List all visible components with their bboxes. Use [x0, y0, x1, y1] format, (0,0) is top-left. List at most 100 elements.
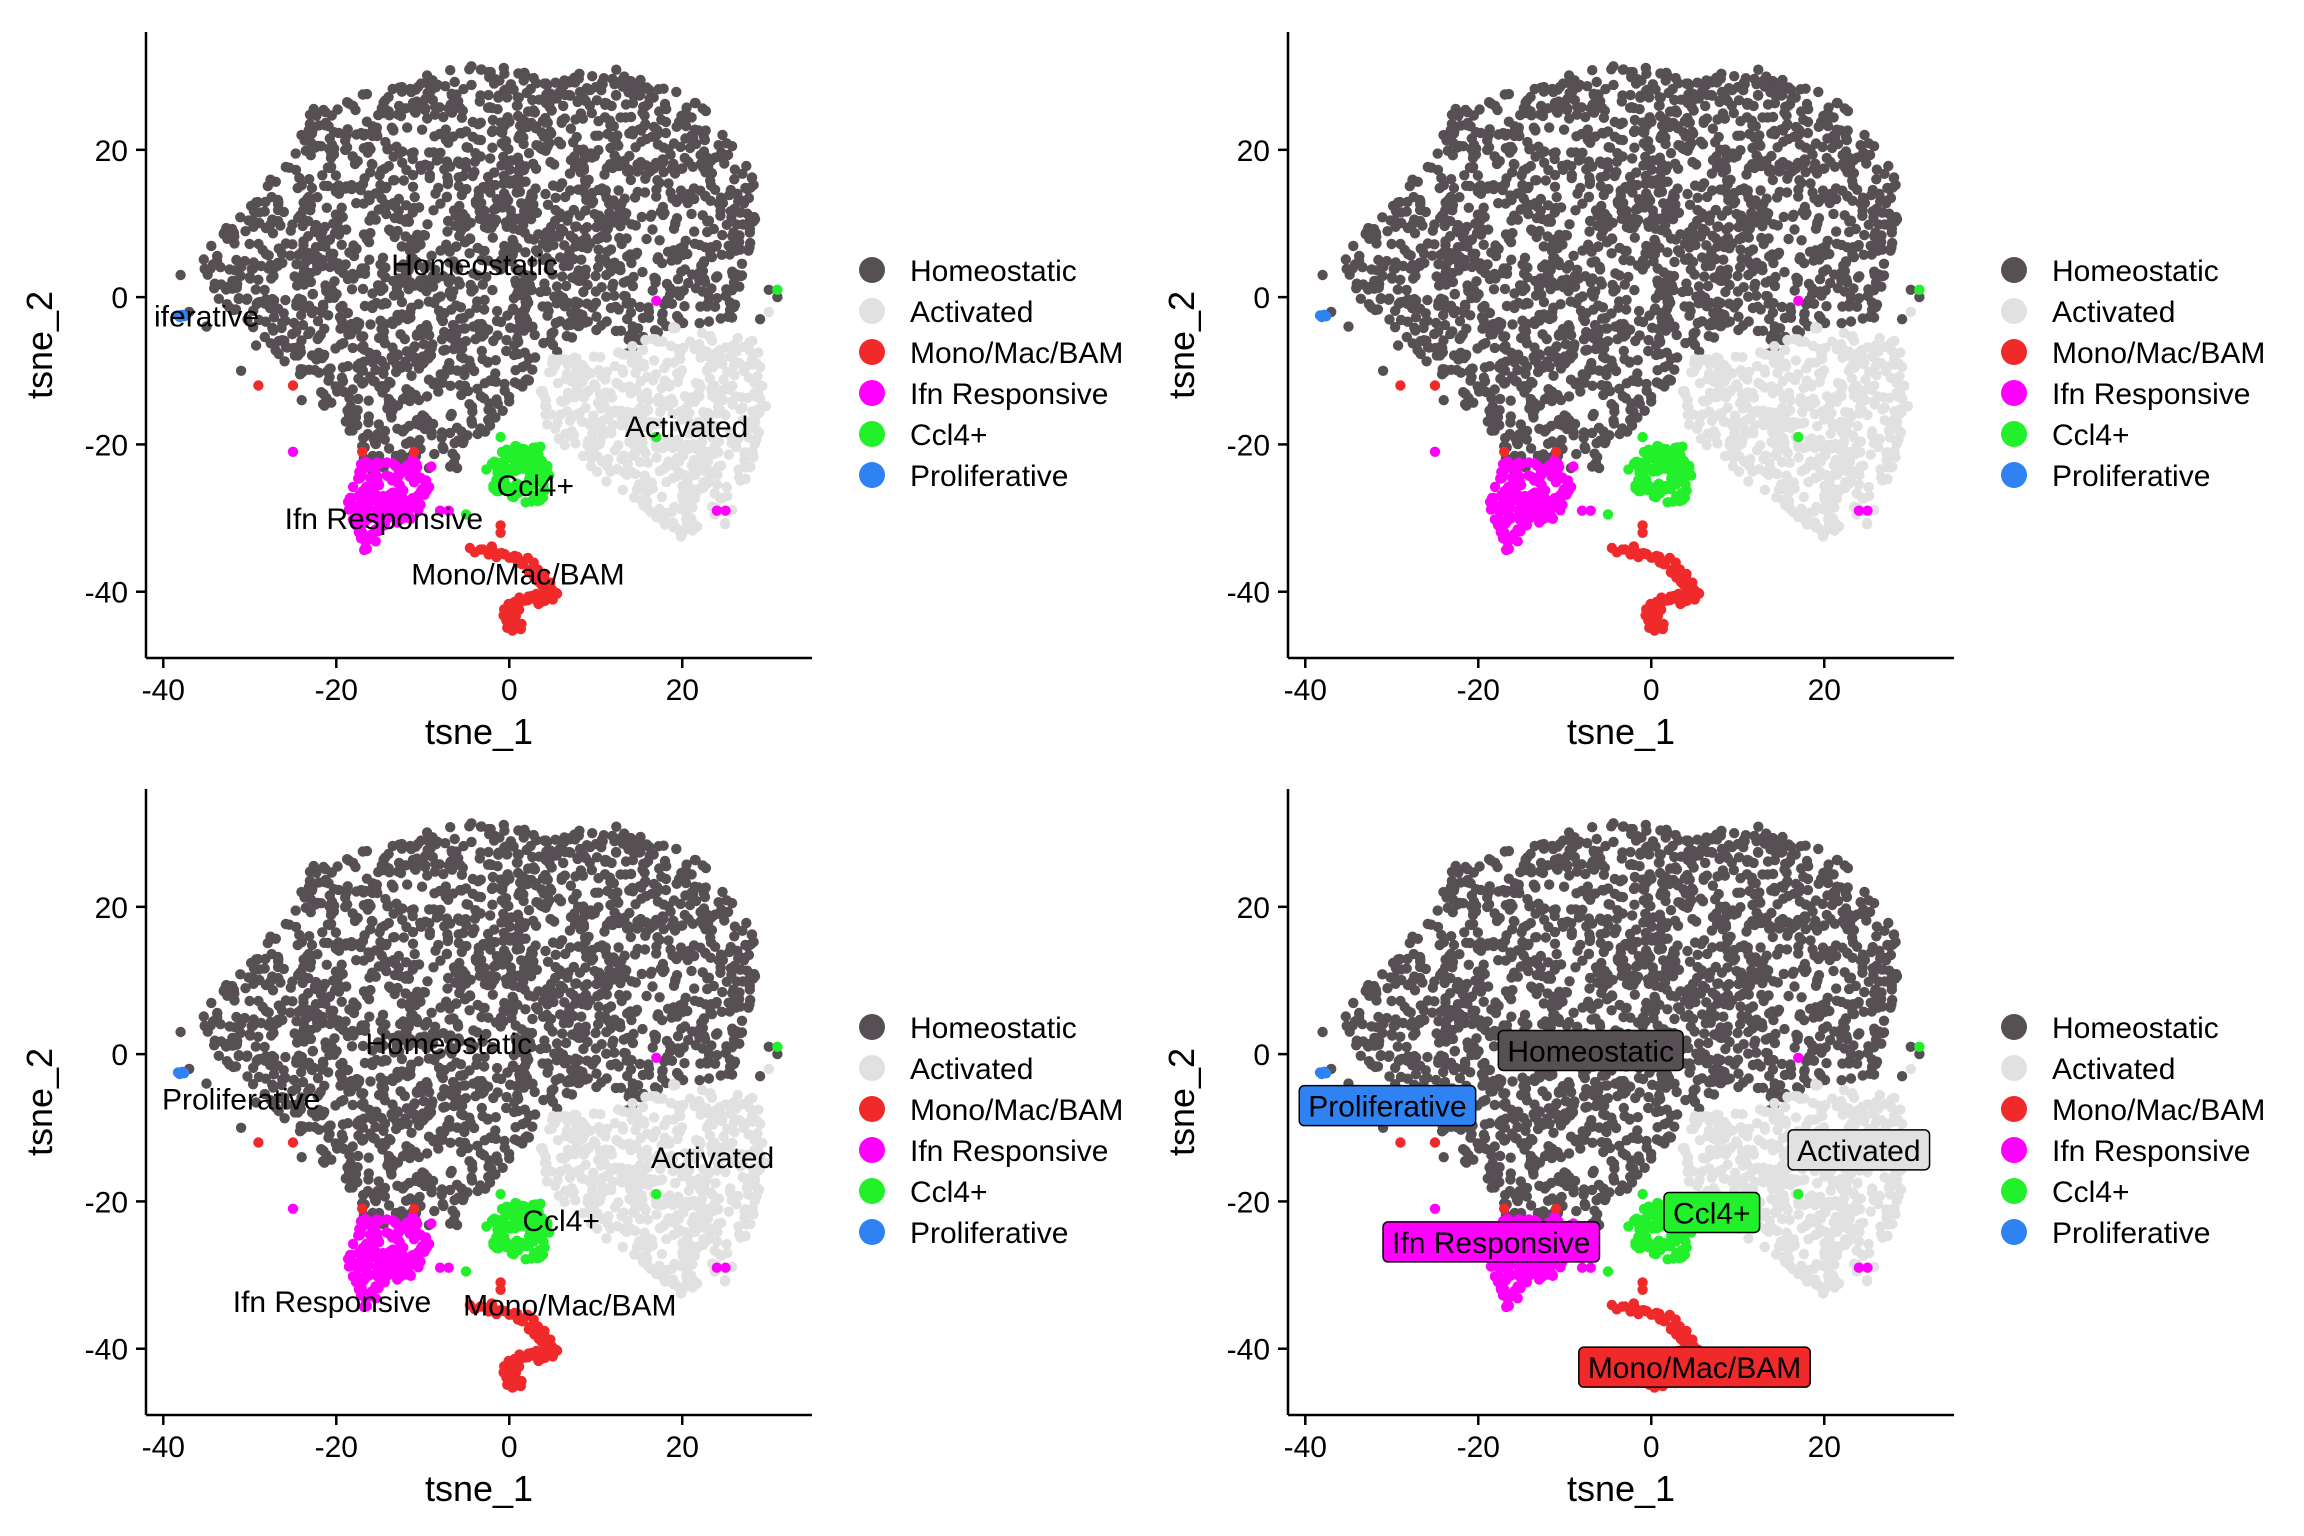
point-activated [747, 353, 758, 365]
point-homeostatic [609, 257, 620, 268]
point-homeostatic [280, 238, 292, 249]
point-homeostatic [1534, 423, 1545, 434]
point-homeostatic [1534, 109, 1546, 120]
point-homeostatic [1663, 360, 1674, 371]
point-homeostatic [293, 293, 304, 304]
point-homeostatic [1803, 278, 1815, 290]
point-homeostatic [1629, 114, 1641, 126]
point-homeostatic [719, 158, 730, 169]
point-activated [630, 383, 642, 394]
point-homeostatic [319, 180, 330, 191]
point-homeostatic [1755, 185, 1766, 196]
point-homeostatic [1828, 208, 1839, 220]
point-homeostatic [596, 215, 608, 227]
point-homeostatic [263, 250, 274, 261]
point-homeostatic [1460, 351, 1471, 362]
point-homeostatic [637, 266, 648, 278]
point-activated [743, 372, 754, 383]
point-homeostatic [1821, 152, 1833, 164]
point-homeostatic [293, 212, 304, 224]
point-homeostatic [671, 121, 682, 132]
point-homeostatic [343, 409, 355, 421]
point-mono-mac-bam [495, 527, 506, 538]
point-homeostatic [580, 264, 591, 275]
point-homeostatic [1523, 298, 1534, 309]
point-homeostatic [1588, 88, 1599, 100]
point-homeostatic [326, 397, 337, 408]
point-activated [638, 499, 649, 511]
point-homeostatic [430, 188, 441, 199]
point-homeostatic [590, 286, 602, 297]
point-homeostatic [1448, 182, 1460, 194]
tsne-panel-top-right: -40 -20 0 20200-20-40tsne_1tsne_2Homeostati… [1161, 32, 2265, 752]
point-homeostatic [417, 351, 429, 362]
point-homeostatic [1752, 325, 1764, 337]
point-homeostatic [348, 250, 360, 262]
point-homeostatic [733, 196, 744, 207]
point-homeostatic [377, 252, 389, 263]
point-homeostatic [1752, 301, 1763, 312]
point-homeostatic [345, 329, 356, 340]
point-activated [740, 473, 751, 485]
point-homeostatic [1550, 147, 1561, 158]
point-homeostatic [701, 301, 713, 312]
point-homeostatic [429, 448, 440, 460]
point-homeostatic [652, 139, 664, 150]
point-homeostatic [388, 151, 399, 162]
point-homeostatic [421, 70, 433, 81]
point-activated [669, 501, 680, 513]
point-homeostatic [633, 78, 644, 90]
point-homeostatic [392, 423, 403, 434]
point-homeostatic [660, 116, 672, 128]
point-homeostatic [529, 329, 540, 341]
point-homeostatic [1775, 78, 1787, 90]
point-homeostatic [279, 356, 290, 367]
point-homeostatic [706, 155, 717, 166]
point-homeostatic [374, 381, 385, 393]
point-homeostatic [665, 187, 676, 198]
point-activated [552, 378, 564, 389]
point-activated [617, 484, 628, 496]
point-homeostatic [1728, 198, 1739, 209]
point-homeostatic [1777, 89, 1788, 101]
point-homeostatic [266, 191, 277, 203]
point-homeostatic [1769, 129, 1781, 140]
point-homeostatic [428, 205, 439, 216]
point-homeostatic [1355, 293, 1367, 304]
legend-key-mono-mac-bam [859, 339, 885, 365]
point-homeostatic [558, 261, 569, 272]
point-homeostatic [1747, 119, 1758, 131]
point-ifn-responsive [371, 489, 382, 501]
point-homeostatic [1632, 202, 1644, 213]
point-homeostatic [381, 298, 392, 309]
x-tick-label: -20 [315, 674, 358, 707]
point-homeostatic [358, 340, 369, 352]
point-homeostatic [652, 175, 663, 186]
point-homeostatic [441, 191, 453, 202]
point-homeostatic [1568, 250, 1579, 261]
point-homeostatic [523, 148, 535, 159]
point-homeostatic [1508, 158, 1520, 170]
legend-label-mono-mac-bam: Mono/Mac/BAM [910, 337, 1123, 370]
point-activated [661, 477, 672, 488]
point-homeostatic [356, 266, 368, 277]
point-homeostatic [1650, 223, 1661, 234]
point-homeostatic [1432, 148, 1443, 159]
point-homeostatic [508, 223, 519, 234]
point-homeostatic [1364, 281, 1375, 293]
point-homeostatic [1839, 103, 1850, 114]
point-homeostatic [608, 195, 619, 206]
point-homeostatic [1630, 335, 1641, 347]
point-homeostatic [556, 115, 568, 126]
point-homeostatic [1531, 212, 1543, 224]
point-homeostatic [379, 434, 390, 445]
point-homeostatic [1480, 338, 1491, 349]
point-homeostatic [357, 283, 369, 295]
point-homeostatic [1718, 236, 1729, 247]
point-homeostatic [1710, 254, 1721, 265]
point-homeostatic [665, 149, 676, 160]
point-activated [558, 396, 569, 407]
point-activated [667, 456, 679, 468]
point-homeostatic [406, 370, 417, 381]
point-homeostatic [647, 224, 658, 235]
